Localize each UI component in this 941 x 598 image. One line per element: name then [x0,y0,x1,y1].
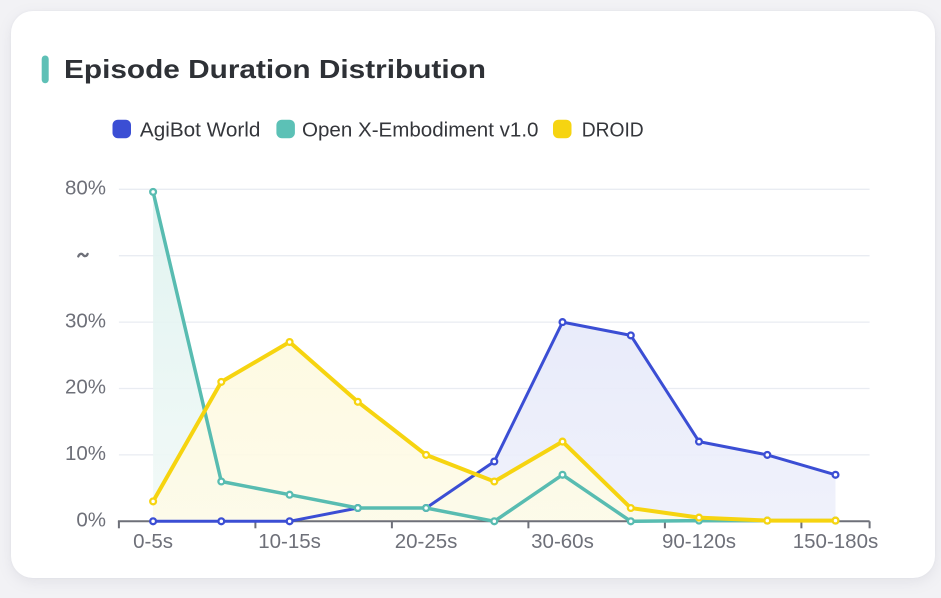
svg-text:30%: 30% [65,309,106,332]
svg-text:DROID: DROID [582,119,644,141]
svg-text:10%: 10% [65,442,106,465]
svg-text:Open X-Embodiment v1.0: Open X-Embodiment v1.0 [302,119,539,141]
svg-text:80%: 80% [65,177,106,200]
svg-text:90-120s: 90-120s [662,530,736,553]
svg-text:0%: 0% [76,509,106,532]
svg-text:10-15s: 10-15s [258,530,321,553]
svg-text:AgiBot World: AgiBot World [140,119,261,141]
svg-text:0-5s: 0-5s [133,530,173,553]
svg-text:Episode Duration Distribution: Episode Duration Distribution [64,54,486,84]
svg-text:150-180s: 150-180s [793,530,878,553]
svg-text:20-25s: 20-25s [395,530,458,553]
svg-text:30-60s: 30-60s [531,530,594,553]
svg-text:20%: 20% [65,376,106,399]
